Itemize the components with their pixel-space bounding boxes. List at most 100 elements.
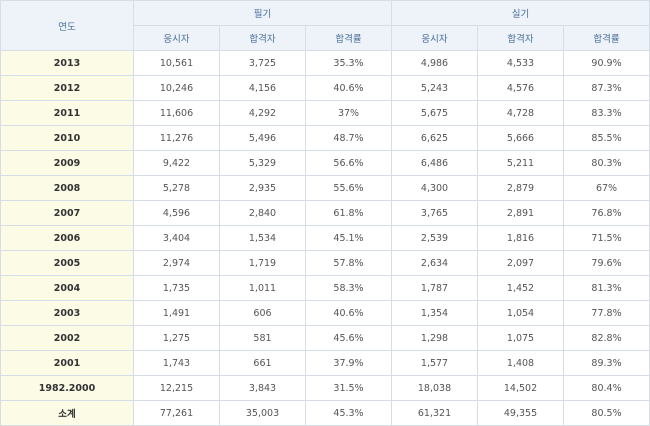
year-cell: 2002 (0, 325, 134, 351)
year-cell: 1982.2000 (0, 375, 134, 401)
written-passers-cell: 1,534 (219, 225, 306, 251)
written-passers-cell: 5,329 (219, 150, 306, 176)
written-pass-rate-cell: 35.3% (304, 50, 393, 76)
written-pass-rate-cell: 56.6% (304, 150, 393, 176)
practical-pass-rate-cell: 82.8% (563, 325, 650, 351)
written-applicants-cell: 1,275 (133, 325, 220, 351)
practical-applicants-cell: 1,787 (391, 275, 479, 301)
practical-passers-cell: 1,075 (477, 325, 565, 351)
practical-pass-rate-cell: 90.9% (563, 50, 650, 76)
written-passers-cell: 581 (219, 325, 306, 351)
practical-pass-rate-cell: 77.8% (563, 300, 650, 326)
practical-passers-cell: 4,533 (477, 50, 565, 76)
written-pass-rate-cell: 45.6% (304, 325, 393, 351)
written-applicants-cell: 11,276 (133, 125, 220, 151)
written-passers-cell: 2,935 (219, 175, 306, 201)
table-row: 1982.2000 12,215 3,843 31.5% 18,038 14,502 80.… (0, 375, 650, 401)
table-row: 2006 3,404 1,534 45.1% 2,539 1,816 71.5% (0, 225, 650, 251)
written-applicants-cell: 5,278 (133, 175, 220, 201)
practical-applicants-cell: 2,634 (391, 250, 479, 276)
year-cell: 2011 (0, 100, 134, 126)
written-passers-cell: 1,719 (219, 250, 306, 276)
year-cell: 2009 (0, 150, 134, 176)
written-passers-cell: 606 (219, 300, 306, 326)
table-row: 2013 10,561 3,725 35.3% 4,986 4,533 90.9% (0, 50, 650, 76)
year-cell: 2001 (0, 350, 134, 376)
written-pass-rate-cell: 37.9% (304, 350, 393, 376)
table-row: 2002 1,275 581 45.6% 1,298 1,075 82.8% (0, 325, 650, 351)
practical-applicants-cell: 6,486 (391, 150, 479, 176)
practical-passers-cell: 5,666 (477, 125, 565, 151)
written-applicants-cell: 10,561 (133, 50, 220, 76)
year-cell: 2004 (0, 275, 134, 301)
year-cell: 2010 (0, 125, 134, 151)
practical-applicants-cell: 18,038 (391, 375, 479, 401)
practical-pass-rate-cell: 87.3% (563, 75, 650, 101)
practical-applicants-cell: 4,300 (391, 175, 479, 201)
header-written-applicants: 응시자 (133, 25, 220, 51)
practical-passers-cell: 14,502 (477, 375, 565, 401)
practical-passers-cell: 1,816 (477, 225, 565, 251)
practical-passers-cell: 4,728 (477, 100, 565, 126)
written-passers-cell: 4,292 (219, 100, 306, 126)
practical-applicants-cell: 3,765 (391, 200, 479, 226)
practical-pass-rate-cell: 85.5% (563, 125, 650, 151)
written-applicants-cell: 10,246 (133, 75, 220, 101)
written-applicants-cell: 1,743 (133, 350, 220, 376)
practical-passers-cell: 1,408 (477, 350, 565, 376)
written-pass-rate-cell: 55.6% (304, 175, 393, 201)
table-row: 2012 10,246 4,156 40.6% 5,243 4,576 87.3% (0, 75, 650, 101)
header-written: 필기 (132, 0, 393, 26)
header-written-pass-rate: 합격률 (304, 25, 393, 51)
practical-pass-rate-cell: 79.6% (563, 250, 650, 276)
written-applicants-cell: 12,215 (133, 375, 220, 401)
written-passers-cell: 661 (219, 350, 306, 376)
year-cell: 2012 (0, 75, 134, 101)
written-pass-rate-cell: 40.6% (304, 300, 393, 326)
table-header: 연도 필기 실기 응시자 합격자 합격률 응시자 합격자 합격률 (0, 0, 650, 51)
written-passers-cell: 4,156 (219, 75, 306, 101)
practical-passers-cell: 1,054 (477, 300, 565, 326)
practical-passers-cell: 2,097 (477, 250, 565, 276)
written-applicants-cell: 4,596 (133, 200, 220, 226)
written-applicants-cell: 1,491 (133, 300, 220, 326)
practical-pass-rate-cell: 89.3% (563, 350, 650, 376)
header-written-passers: 합격자 (219, 25, 306, 51)
year-cell: 2006 (0, 225, 134, 251)
practical-applicants-cell: 61,321 (391, 400, 479, 426)
year-cell: 2007 (0, 200, 134, 226)
table-row: 2009 9,422 5,329 56.6% 6,486 5,211 80.3% (0, 150, 650, 176)
practical-applicants-cell: 6,625 (391, 125, 479, 151)
practical-passers-cell: 5,211 (477, 150, 565, 176)
written-pass-rate-cell: 37% (304, 100, 393, 126)
practical-passers-cell: 2,891 (477, 200, 565, 226)
year-cell: 2008 (0, 175, 134, 201)
header-practical-applicants: 응시자 (391, 25, 479, 51)
written-pass-rate-cell: 57.8% (304, 250, 393, 276)
written-applicants-cell: 3,404 (133, 225, 220, 251)
practical-pass-rate-cell: 81.3% (563, 275, 650, 301)
written-applicants-cell: 11,606 (133, 100, 220, 126)
written-passers-cell: 3,843 (219, 375, 306, 401)
practical-applicants-cell: 1,298 (391, 325, 479, 351)
table-row: 2005 2,974 1,719 57.8% 2,634 2,097 79.6% (0, 250, 650, 276)
practical-pass-rate-cell: 76.8% (563, 200, 650, 226)
header-year: 연도 (0, 0, 134, 51)
practical-pass-rate-cell: 83.3% (563, 100, 650, 126)
practical-pass-rate-cell: 71.5% (563, 225, 650, 251)
written-pass-rate-cell: 58.3% (304, 275, 393, 301)
written-passers-cell: 3,725 (219, 50, 306, 76)
table-row: 2007 4,596 2,840 61.8% 3,765 2,891 76.8% (0, 200, 650, 226)
practical-passers-cell: 2,879 (477, 175, 565, 201)
practical-applicants-cell: 1,577 (391, 350, 479, 376)
table-row: 2001 1,743 661 37.9% 1,577 1,408 89.3% (0, 350, 650, 376)
table-row: 2004 1,735 1,011 58.3% 1,787 1,452 81.3% (0, 275, 650, 301)
table-row: 2003 1,491 606 40.6% 1,354 1,054 77.8% (0, 300, 650, 326)
table-row: 2010 11,276 5,496 48.7% 6,625 5,666 85.5% (0, 125, 650, 151)
written-pass-rate-cell: 45.3% (304, 400, 393, 426)
written-applicants-cell: 2,974 (133, 250, 220, 276)
year-cell: 2005 (0, 250, 134, 276)
practical-applicants-cell: 2,539 (391, 225, 479, 251)
written-pass-rate-cell: 45.1% (304, 225, 393, 251)
